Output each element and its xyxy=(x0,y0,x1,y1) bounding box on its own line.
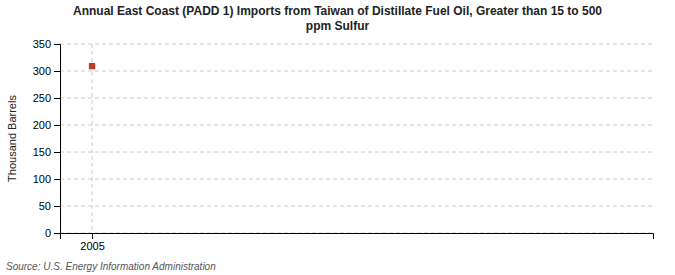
tick-label: 150 xyxy=(33,146,51,158)
tick-mark xyxy=(54,125,60,126)
tick-label: 100 xyxy=(33,173,51,185)
title: Annual East Coast (PADD 1) Imports from … xyxy=(73,4,602,33)
tick: 350 xyxy=(33,38,60,50)
grid-line-y xyxy=(60,44,653,45)
y-axis-label: Thousand Barrels xyxy=(6,95,18,182)
tick: 2005 xyxy=(80,233,104,252)
grid-line-y xyxy=(60,71,653,72)
axis-line xyxy=(61,234,654,240)
tick-label: 250 xyxy=(33,92,51,104)
tick: 200 xyxy=(33,119,60,131)
tick: 50 xyxy=(39,200,60,212)
tick-label: 0 xyxy=(45,227,51,239)
y-axis: 0 50 100 150 200 250 300 350 xyxy=(33,38,61,239)
title-line: Annual East Coast (PADD 1) Imports from … xyxy=(73,4,602,18)
tick-mark xyxy=(54,152,60,153)
chart: Annual East Coast (PADD 1) Imports from … xyxy=(0,0,675,275)
tick-label: 200 xyxy=(33,119,51,131)
tick-mark xyxy=(92,233,93,239)
tick-mark xyxy=(54,179,60,180)
grid xyxy=(60,44,653,233)
tick: 250 xyxy=(33,92,60,104)
point xyxy=(89,63,95,69)
grid-line-y xyxy=(60,179,653,180)
tick: 150 xyxy=(33,146,60,158)
grid-line-y xyxy=(60,98,653,99)
tick-mark xyxy=(54,98,60,99)
tick: 100 xyxy=(33,173,60,185)
grid-line-y xyxy=(60,152,653,153)
tick-label: 2005 xyxy=(80,240,104,252)
tick-mark xyxy=(54,71,60,72)
grid-line-y xyxy=(60,206,653,207)
tick-label: 300 xyxy=(33,65,51,77)
axis-line xyxy=(54,45,61,234)
plot: 2005 0 50 100 150 200 250 300 350 xyxy=(33,38,654,252)
tick: 300 xyxy=(33,65,60,77)
grid-line-y xyxy=(60,125,653,126)
source: Source: U.S. Energy Information Administ… xyxy=(6,261,216,272)
tick-label: 350 xyxy=(33,38,51,50)
x-axis: 2005 xyxy=(61,233,654,252)
points xyxy=(89,63,95,69)
tick-label: 50 xyxy=(39,200,51,212)
title-line: ppm Sulfur xyxy=(306,19,370,33)
tick-mark xyxy=(54,206,60,207)
tick-mark xyxy=(54,233,60,234)
tick-mark xyxy=(54,44,60,45)
grid-line-x xyxy=(92,44,93,233)
tick: 0 xyxy=(45,227,60,239)
